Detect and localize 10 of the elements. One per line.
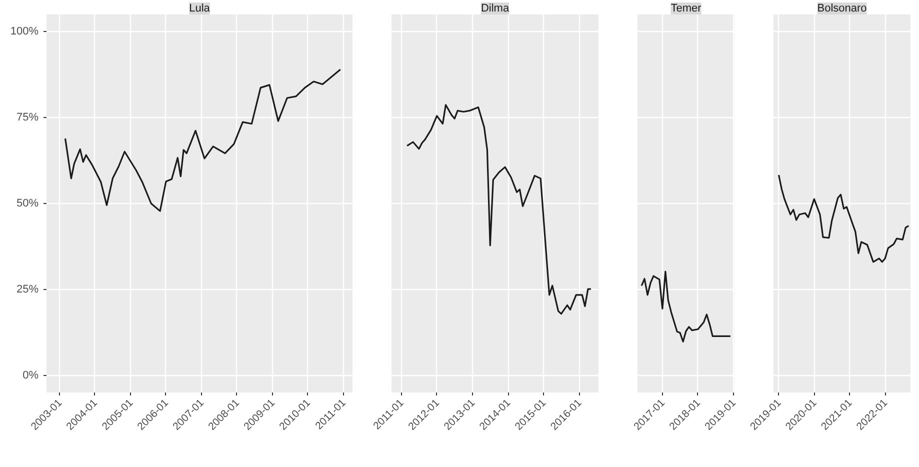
line-series [64, 68, 342, 212]
chart-title: Temer [670, 2, 702, 14]
y-tick-label: 25% [16, 283, 39, 296]
y-tick-label: 75% [16, 112, 39, 124]
chart-title: Bolsonaro [817, 2, 867, 14]
y-tick-label: 0% [22, 369, 39, 382]
y-tick-label: 50% [16, 198, 39, 210]
chart-title: Lula [189, 2, 211, 14]
chart-title: Dilma [480, 2, 510, 14]
y-tick-label: 100% [10, 26, 39, 38]
